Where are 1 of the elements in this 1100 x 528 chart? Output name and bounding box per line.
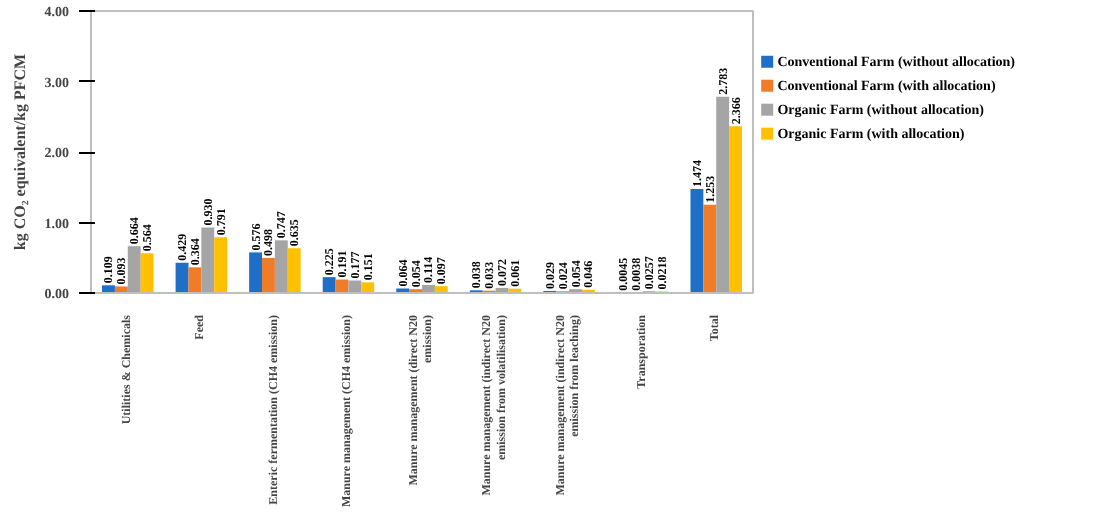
y-axis-title: kg CO₂ equivalent/kg PFCM xyxy=(10,52,29,251)
